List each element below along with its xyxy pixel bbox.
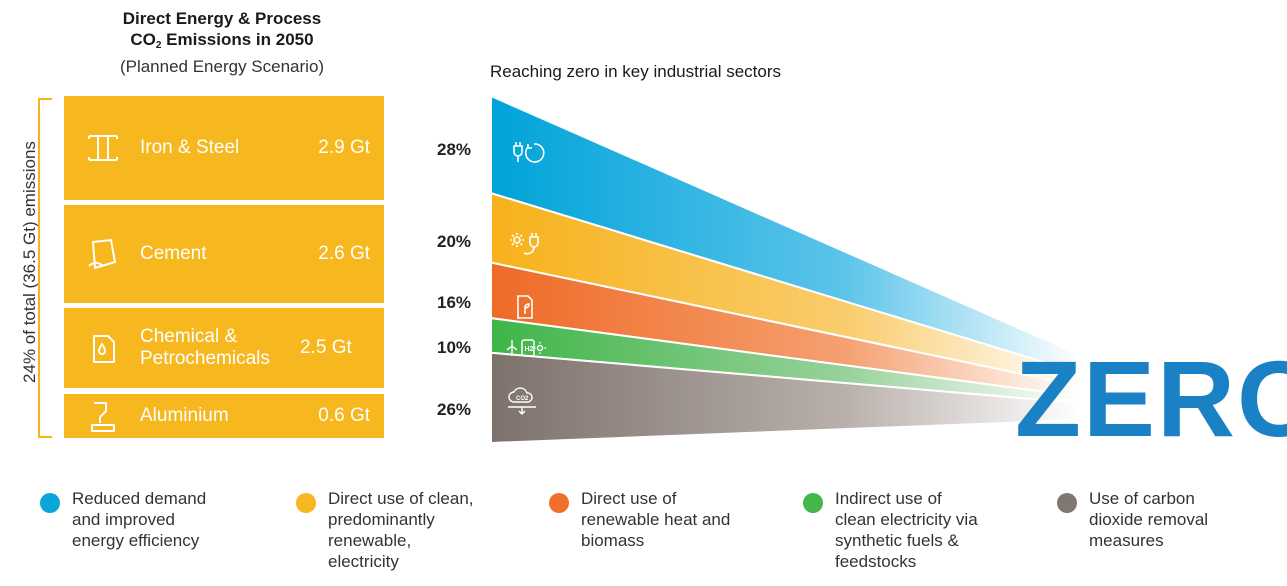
- chart-title: Reaching zero in key industrial sectors: [490, 62, 782, 81]
- legend-label: Use of carbon dioxide removal measures: [1089, 489, 1209, 550]
- sector-chemical: Chemical & Petrochemicals 2.5 Gt: [64, 308, 384, 388]
- legend-swatch: [40, 493, 60, 513]
- cement-bag-icon: [76, 234, 130, 274]
- legend-swatch: [1057, 493, 1077, 513]
- legend-item: Direct use of renewable heat and biomass: [549, 488, 730, 551]
- wedge-percent-label: 10%: [437, 338, 472, 357]
- zero-label: ZERO: [1015, 338, 1287, 459]
- svg-text:H2: H2: [525, 346, 534, 353]
- sector-name: Cement: [140, 243, 207, 264]
- svg-text:CO2: CO2: [516, 396, 529, 402]
- legend-label: Reduced demand and improved energy efficie…: [72, 489, 207, 550]
- sector-value: 2.6 Gt: [318, 243, 370, 264]
- wedge-4: [490, 351, 1081, 445]
- wind-h2-sun-icon: H2: [506, 339, 546, 357]
- sector-iron-steel: Iron & Steel 2.9 Gt: [64, 96, 384, 200]
- sector-name: Aluminium: [140, 405, 229, 426]
- sector-name: Iron & Steel: [140, 137, 240, 158]
- aluminium-pour-icon: [76, 396, 130, 436]
- left-title-line1: Direct Energy & Process: [122, 9, 322, 28]
- sector-value: 2.5 Gt: [300, 337, 352, 358]
- left-title-line2: CO2 Emissions in 2050: [130, 30, 314, 51]
- legend-item: Indirect use of clean electricity via synt…: [803, 488, 978, 572]
- sector-value: 2.9 Gt: [318, 137, 370, 158]
- wedge-percent-label: 20%: [437, 232, 472, 251]
- steel-beam-icon: [76, 128, 130, 168]
- sector-cement: Cement 2.6 Gt: [64, 205, 384, 303]
- emissions-bracket: [38, 98, 52, 438]
- legend-item: Reduced demand and improved energy efficie…: [40, 488, 206, 551]
- sector-aluminium: Aluminium 0.6 Gt: [64, 394, 384, 438]
- legend-swatch: [803, 493, 823, 513]
- biomass-leaf-icon: [517, 295, 533, 319]
- legend-swatch: [549, 493, 569, 513]
- legend-label: Indirect use of clean electricity via synt…: [835, 489, 978, 571]
- oil-canister-icon: [76, 328, 130, 368]
- legend-item: Direct use of clean, predominantly renewab…: [296, 488, 474, 572]
- wedge-percent-label: 28%: [437, 140, 472, 159]
- co2-cloud-icon: CO2: [508, 387, 536, 415]
- left-panel-title: Direct Energy & Process CO2 Emissions in…: [40, 8, 404, 77]
- sun-plug-icon: [510, 233, 539, 255]
- legend-item: Use of carbon dioxide removal measures: [1057, 488, 1208, 551]
- wedge-percent-label: 16%: [437, 293, 472, 312]
- legend-swatch: [296, 493, 316, 513]
- legend-label: Direct use of renewable heat and biomass: [581, 489, 731, 550]
- left-title-line3: (Planned Energy Scenario): [119, 57, 325, 76]
- wedge-percent-label: 26%: [437, 400, 472, 419]
- legend-label: Direct use of clean, predominantly renewab…: [328, 489, 474, 571]
- plug-recycle-icon: [513, 142, 545, 163]
- sector-value: 0.6 Gt: [318, 405, 370, 426]
- sector-name: Chemical & Petrochemicals: [140, 326, 270, 369]
